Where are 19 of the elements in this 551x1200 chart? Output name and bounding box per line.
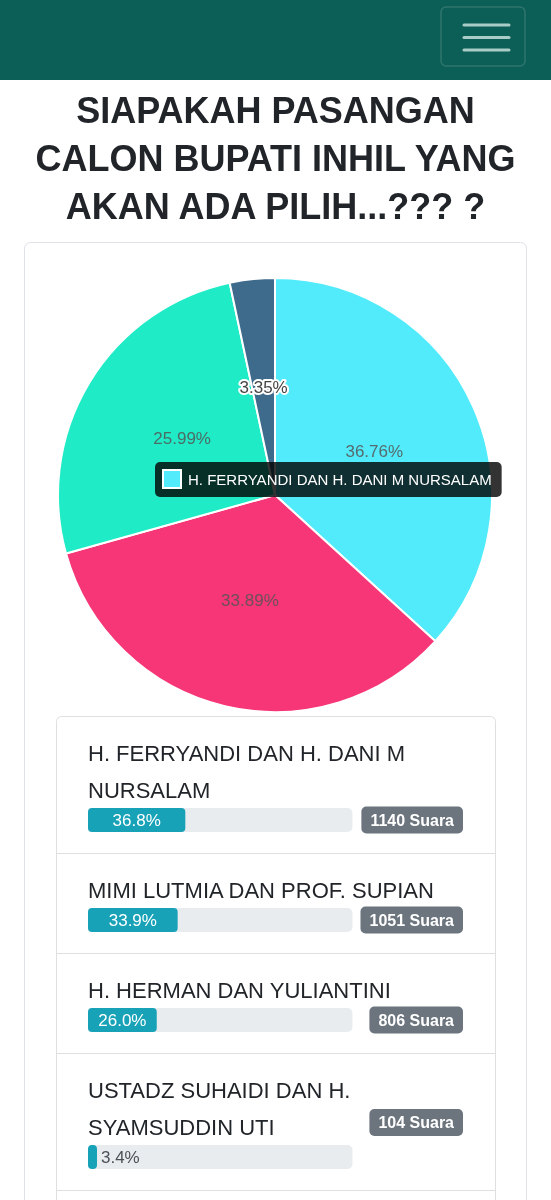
data-label: 33.9% xyxy=(108,910,157,930)
tooltip: H. FERRYANDI DAN H. DANI M NURSALAM xyxy=(155,462,502,497)
data-label: 26.0% xyxy=(98,1010,147,1030)
y-tick-label: H. FERRYANDI DAN H. DANI M NURSALAM xyxy=(88,741,405,803)
data-label: 36.8% xyxy=(112,810,161,830)
data-label: 36.76% xyxy=(345,441,404,461)
chart-title: SIAPAKAH PASANGAN CALON BUPATI INHIL YANG AKAN ADA PILIH...??? ? xyxy=(35,89,516,227)
text: 1140 Suara xyxy=(370,811,455,829)
data-label: 3.4% xyxy=(100,1147,140,1167)
text: 1051 Suara xyxy=(369,911,455,929)
y-tick-label: H. HERMAN DAN YULIANTINI xyxy=(88,978,391,1003)
text: 806 Suara xyxy=(378,1011,455,1029)
data-label: 33.89% xyxy=(221,591,279,611)
data-label: 25.99% xyxy=(153,429,211,449)
y-tick-label: USTADZ SUHAIDI DAN H. SYAMSUDDIN UTI xyxy=(88,1078,351,1140)
legend-label: H. FERRYANDI DAN H. DANI M NURSALAM xyxy=(188,471,492,488)
data-label: 3.35% xyxy=(239,377,288,397)
y-tick-label: MIMI LUTMIA DAN PROF. SUPIAN xyxy=(88,878,434,903)
text: 104 Suara xyxy=(378,1114,455,1131)
